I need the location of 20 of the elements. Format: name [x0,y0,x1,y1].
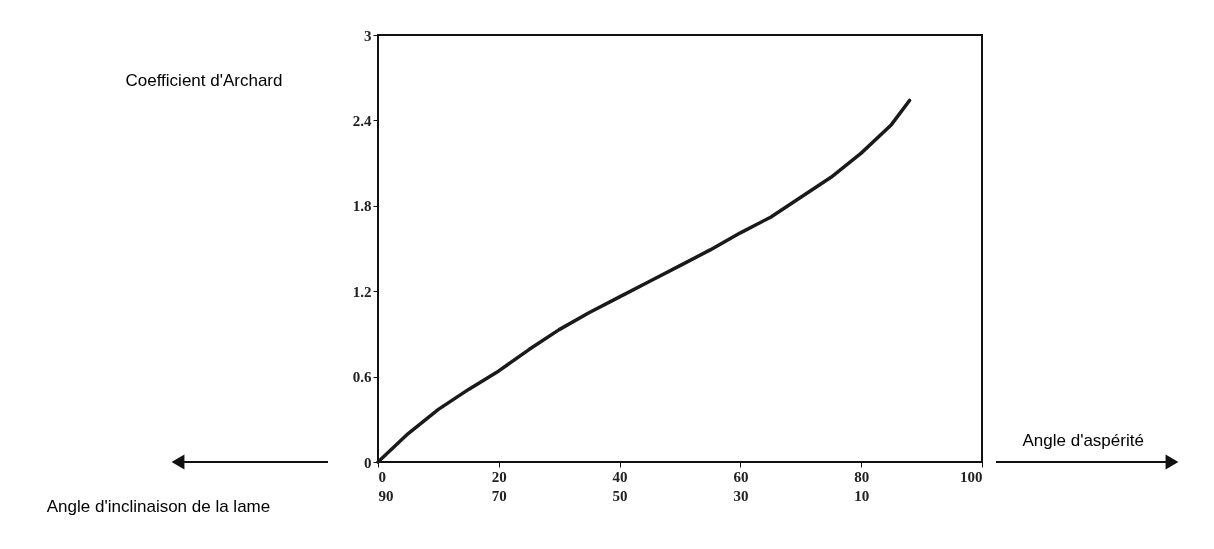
y-tick-label: 2.4 [352,112,372,129]
y-tick-label: 0 [364,454,372,471]
x2-tick-label: 70 [491,487,507,504]
x2-tick-label: 10 [854,487,870,504]
x2-tick-label: 30 [733,487,749,504]
x-tick-label: 40 [612,468,628,485]
x-tick-label: 0 [378,468,386,485]
x-axis-title: Angle d'aspérité [1022,430,1144,450]
x-tick-label: 80 [854,468,870,485]
x2-tick-label: 50 [612,487,628,504]
y-tick-label: 1.2 [352,283,372,300]
y-tick-label: 1.8 [352,198,372,215]
y-tick-label: 0.6 [352,369,372,386]
x2-axis-title: Angle d'inclinaison de la lame [46,496,271,516]
y-axis-title: Coefficient d'Archard [125,70,283,90]
y-tick-label: 3 [364,27,372,44]
x-tick-label: 60 [733,468,749,485]
x2-tick-label: 90 [378,487,394,504]
x-tick-label: 100 [960,468,983,485]
x-tick-label: 20 [491,468,507,485]
